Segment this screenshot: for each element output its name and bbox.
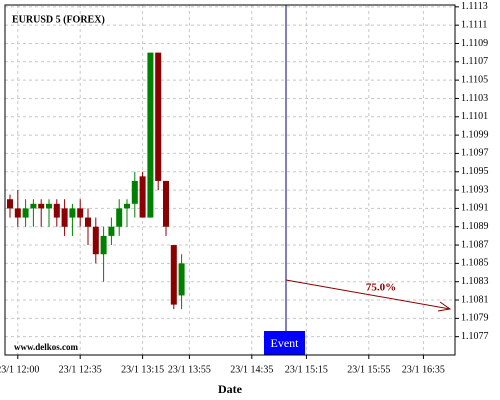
y-tick-label: 1.1081 (461, 294, 489, 305)
projection-arrow (285, 279, 451, 310)
candle-body (7, 199, 13, 209)
event-label: Event (271, 336, 300, 350)
y-tick-label: 1.1109 (461, 38, 488, 49)
x-tick-label: 23/1 15:55 (347, 364, 390, 375)
x-tick-label: 23/1 14:35 (230, 364, 273, 375)
y-tick-label: 1.1085 (461, 258, 489, 269)
candle-body (38, 203, 45, 209)
candle-body (155, 52, 162, 181)
candle-body (170, 245, 177, 305)
candle-body (85, 217, 91, 227)
y-tick-label: 1.1105 (461, 74, 488, 85)
y-tick-label: 1.1097 (461, 148, 489, 159)
watermark: www.delkos.com (14, 342, 79, 352)
candle-body (178, 263, 185, 296)
plot-area (5, 5, 455, 355)
candle-body (61, 208, 68, 227)
y-tick-label: 1.1095 (461, 166, 489, 177)
x-axis-label: Date (218, 382, 243, 396)
candle-body (147, 52, 154, 218)
y-tick-label: 1.1087 (461, 239, 489, 250)
candle-body (163, 180, 169, 227)
candle-body (92, 226, 99, 255)
candle-body (116, 208, 123, 227)
chart-title: EURUSD 5 (FOREX) (12, 14, 105, 25)
candle-body (69, 208, 76, 218)
candle-body (124, 203, 130, 209)
candle-body (131, 180, 138, 204)
candle-body (46, 203, 52, 209)
arrow-head (437, 301, 452, 312)
x-tick-label: 23/1 12:35 (59, 364, 102, 375)
plot-frame (4, 4, 456, 356)
y-tick-label: 1.1101 (461, 111, 488, 122)
y-tick-label: 1.1107 (461, 56, 488, 67)
y-tick-label: 1.1103 (461, 93, 488, 104)
y-tick-label: 1.1113 (461, 1, 488, 12)
y-tick-label: 1.1079 (461, 313, 489, 324)
candle-body (22, 208, 29, 218)
y-tick-label: 1.1111 (461, 19, 487, 30)
y-tick-label: 1.1093 (461, 184, 489, 195)
candle-body (14, 208, 21, 218)
x-tick-label: 23/1 13:15 (121, 364, 164, 375)
candle-body (77, 208, 84, 218)
y-tick-label: 1.1099 (461, 129, 489, 140)
x-tick-label: 23/1 13:55 (168, 364, 211, 375)
x-tick-label: 23/1 12:00 (0, 364, 39, 375)
y-tick-label: 1.1077 (461, 331, 489, 342)
candle-body (100, 235, 107, 255)
candle-body (139, 176, 146, 218)
candle-body (30, 203, 37, 209)
candle-body (108, 226, 115, 236)
x-tick-label: 23/1 16:35 (402, 364, 445, 375)
projection-label: 75.0% (366, 282, 396, 294)
y-tick-label: 1.1083 (461, 276, 489, 287)
y-tick-label: 1.1091 (461, 203, 489, 214)
candle-body (53, 203, 60, 218)
y-tick-label: 1.1089 (461, 221, 489, 232)
event-box (264, 331, 305, 355)
x-tick-label: 23/1 15:15 (285, 364, 328, 375)
